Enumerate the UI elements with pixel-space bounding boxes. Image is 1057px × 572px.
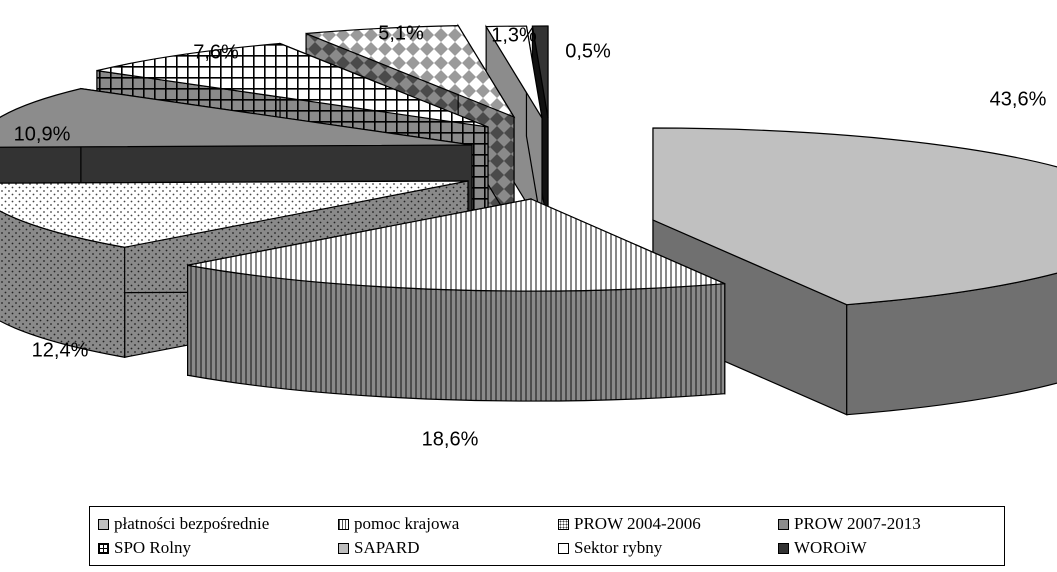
legend-item-4: SPO Rolny <box>98 538 191 558</box>
legend-label-0: płatności bezpośrednie <box>114 514 270 533</box>
legend-swatch-2 <box>558 518 569 530</box>
legend-label-3: PROW 2007-2013 <box>794 514 921 533</box>
legend-label-1: pomoc krajowa <box>354 514 460 533</box>
legend-label-6: Sektor rybny <box>574 538 663 557</box>
data-label-5: 5,1% <box>378 22 424 44</box>
legend-label-7: WOROiW <box>794 538 867 557</box>
legend-swatch-1 <box>338 518 349 530</box>
data-label-0: 43,6% <box>990 88 1047 110</box>
data-label-6: 1,3% <box>491 24 537 46</box>
legend-swatch-3 <box>778 518 789 530</box>
legend-item-0: płatności bezpośrednie <box>98 514 269 534</box>
legend-swatch-5 <box>338 542 349 554</box>
slice-0 <box>652 127 1057 416</box>
slice-1 <box>187 198 726 402</box>
legend-swatch-4 <box>98 542 109 554</box>
legend-label-4: SPO Rolny <box>114 538 191 557</box>
legend-item-2: PROW 2004-2006 <box>558 514 701 534</box>
data-label-7: 0,5% <box>565 40 611 62</box>
data-label-3: 10,9% <box>14 123 71 145</box>
data-label-2: 12,4% <box>32 339 89 361</box>
legend-swatch-0 <box>98 518 109 530</box>
legend-item-1: pomoc krajowa <box>338 514 459 534</box>
legend-item-5: SAPARD <box>338 538 420 558</box>
data-label-1: 18,6% <box>422 428 479 450</box>
legend-item-7: WOROiW <box>778 538 867 558</box>
data-label-4: 7,6% <box>193 41 239 63</box>
legend-item-3: PROW 2007-2013 <box>778 514 921 534</box>
legend-swatch-6 <box>558 542 569 554</box>
pie-chart: 43,6% 18,6% 12,4% 10,9% 7,6% 5,1% 1,3% 0,5% <box>0 22 1057 450</box>
legend-label-2: PROW 2004-2006 <box>574 514 701 533</box>
legend-swatch-7 <box>778 542 789 554</box>
legend-item-6: Sektor rybny <box>558 538 662 558</box>
legend: płatności bezpośrednie pomoc krajowa PROW … <box>89 506 1005 566</box>
legend-label-5: SAPARD <box>354 538 420 557</box>
